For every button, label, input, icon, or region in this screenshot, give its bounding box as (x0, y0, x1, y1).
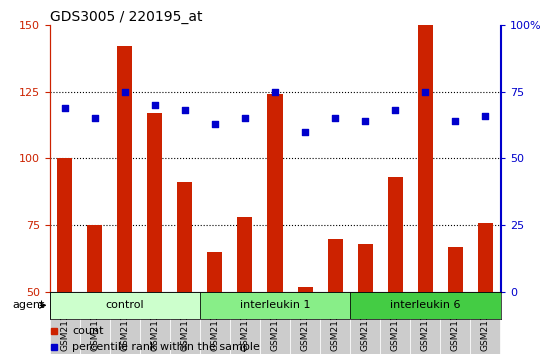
Text: GSM211509: GSM211509 (331, 296, 340, 351)
Bar (418, 25, 433, 292)
Bar (170, 292, 200, 354)
Point (120, 89, 129, 95)
Point (451, 118, 460, 124)
Bar (50, 292, 80, 354)
Text: GSM211512: GSM211512 (421, 296, 430, 351)
Point (361, 118, 370, 124)
Bar (298, 287, 312, 292)
Text: GSM211511: GSM211511 (390, 296, 400, 351)
Bar (388, 177, 403, 292)
Text: interleukin 6: interleukin 6 (390, 300, 460, 310)
Point (301, 129, 310, 135)
Bar (200, 292, 230, 354)
Point (150, 102, 159, 108)
Point (271, 89, 279, 95)
Text: GSM211508: GSM211508 (300, 296, 310, 351)
Bar (50, 292, 200, 319)
Point (211, 121, 219, 126)
Text: GSM211502: GSM211502 (120, 296, 129, 351)
Point (240, 115, 249, 121)
Text: GSM211513: GSM211513 (451, 296, 460, 351)
Bar (410, 292, 441, 354)
Text: GSM211500: GSM211500 (60, 296, 69, 351)
Point (60, 105, 69, 110)
Bar (478, 223, 493, 292)
Bar (117, 46, 132, 292)
Point (421, 89, 430, 95)
Bar (109, 292, 140, 354)
Bar (267, 94, 283, 292)
Point (90, 115, 99, 121)
Bar (260, 292, 290, 354)
Bar (290, 292, 320, 354)
Bar (140, 292, 170, 354)
Bar (207, 252, 222, 292)
Bar (87, 225, 102, 292)
Text: GSM211505: GSM211505 (210, 296, 219, 351)
Point (331, 115, 339, 121)
Bar (441, 292, 470, 354)
Bar (238, 217, 252, 292)
Text: control: control (106, 300, 144, 310)
Bar (230, 292, 260, 354)
Text: GSM211504: GSM211504 (180, 296, 189, 351)
Bar (358, 244, 373, 292)
Bar (350, 292, 500, 319)
Bar (320, 292, 350, 354)
Bar (328, 239, 343, 292)
Bar (448, 247, 463, 292)
Text: percentile rank within the sample: percentile rank within the sample (72, 342, 260, 352)
Bar (177, 182, 192, 292)
Text: GSM211510: GSM211510 (361, 296, 370, 351)
Bar (350, 292, 380, 354)
Text: interleukin 1: interleukin 1 (240, 300, 310, 310)
Text: GSM211503: GSM211503 (150, 296, 159, 351)
Point (180, 108, 189, 113)
Bar (80, 292, 109, 354)
Bar (57, 159, 72, 292)
Text: GSM211507: GSM211507 (271, 296, 279, 351)
Text: GDS3005 / 220195_at: GDS3005 / 220195_at (50, 10, 202, 24)
Text: GSM211514: GSM211514 (481, 296, 490, 351)
Text: count: count (72, 326, 103, 336)
Bar (470, 292, 500, 354)
Bar (200, 292, 350, 319)
Point (481, 113, 490, 119)
Bar (147, 113, 162, 292)
Point (391, 108, 400, 113)
Text: GSM211506: GSM211506 (240, 296, 250, 351)
Text: GSM211501: GSM211501 (90, 296, 99, 351)
Text: agent: agent (12, 300, 45, 310)
Bar (380, 292, 410, 354)
